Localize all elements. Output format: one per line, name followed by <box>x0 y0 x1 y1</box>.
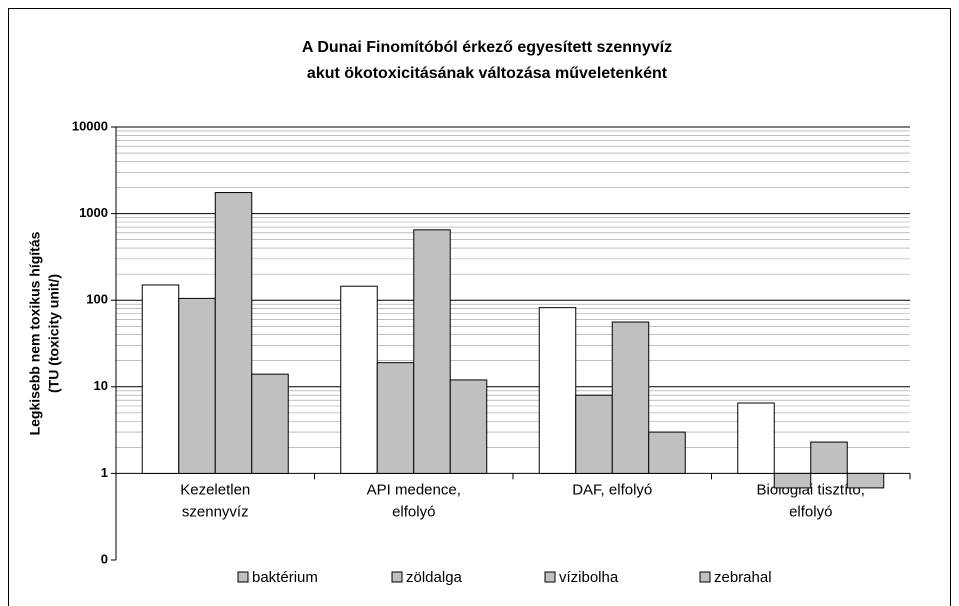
bar <box>376 362 415 474</box>
legend-label: zöldalga <box>406 569 463 586</box>
y-axis-label: (TU (toxicity unit/) <box>46 274 62 393</box>
bar <box>178 297 216 474</box>
legend-swatch <box>237 571 249 583</box>
bar <box>737 402 775 474</box>
legend-swatch <box>391 571 403 583</box>
legend-swatch <box>699 571 711 583</box>
x-tick-label: DAF, elfolyó <box>572 481 652 498</box>
bar <box>340 285 378 474</box>
bar <box>648 431 686 474</box>
bar <box>575 394 613 474</box>
x-tick-label: Kezeletlen szennyvíz <box>180 481 250 520</box>
bar <box>251 373 289 474</box>
y-axis-label: Legkisebb nem toxikus hígítás <box>27 231 43 435</box>
bar <box>773 472 812 489</box>
bar <box>141 284 180 474</box>
bar <box>449 379 488 474</box>
y-tick-label: 1 <box>101 465 108 480</box>
legend-label: zebrahal <box>714 569 772 586</box>
y-tick-label: 0 <box>101 551 108 566</box>
bar <box>538 307 577 474</box>
legend-swatch <box>544 571 556 583</box>
legend-label: baktérium <box>252 569 318 586</box>
chart-title: akut ökotoxicitásának változása művelete… <box>307 65 668 82</box>
legend-label: vízibolha <box>559 569 619 586</box>
y-tick-label: 10 <box>94 378 108 393</box>
bar <box>214 192 253 474</box>
y-tick-label: 10000 <box>72 118 108 133</box>
x-tick-label: API medence, elfolyó <box>367 481 461 520</box>
bar <box>413 229 451 474</box>
y-tick-label: 1000 <box>79 205 108 220</box>
y-tick-label: 100 <box>86 292 108 307</box>
bar <box>810 441 848 474</box>
bar <box>611 321 650 474</box>
chart-title: A Dunai Finomítóból érkező egyesített sz… <box>302 39 672 56</box>
bar <box>846 472 885 489</box>
